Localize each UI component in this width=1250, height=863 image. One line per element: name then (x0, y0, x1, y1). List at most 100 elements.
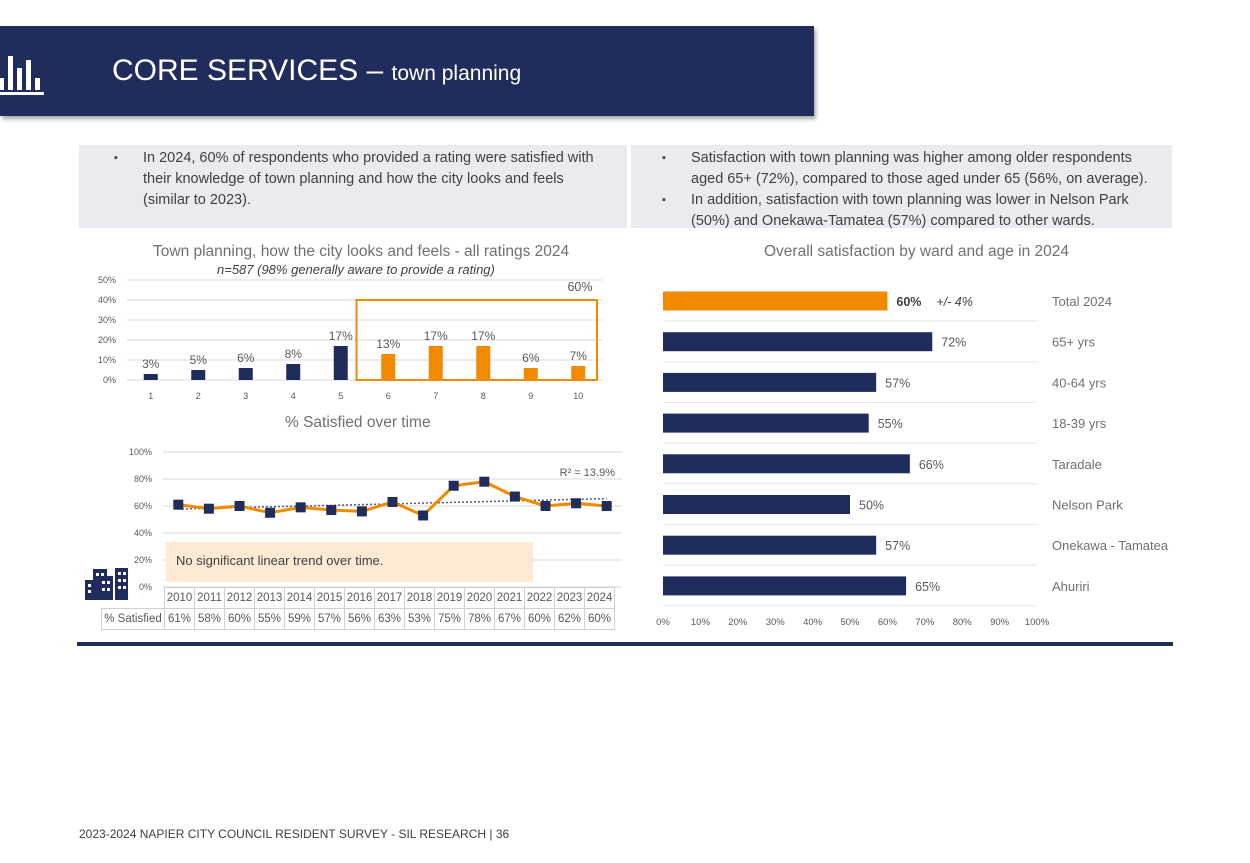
x-tick-label: 2 (196, 391, 201, 401)
y-tick-label: 30% (98, 315, 116, 325)
bar (571, 366, 586, 380)
bar (191, 370, 206, 380)
table-value-cell: 62% (554, 608, 585, 630)
bar (663, 413, 869, 433)
bullet-item: Satisfaction with town planning was high… (631, 148, 1158, 190)
data-point (601, 501, 612, 511)
bar (663, 576, 907, 596)
trend-note-text: No significant linear trend over time. (176, 553, 384, 568)
data-label: 5% (190, 353, 208, 367)
data-label: 57% (885, 376, 910, 390)
data-label: 55% (878, 417, 903, 431)
data-label: 66% (919, 458, 944, 472)
trend-chart-title: % Satisfied over time (285, 414, 431, 431)
data-point (265, 507, 276, 518)
data-label: 17% (424, 329, 448, 343)
table-value-cell: 60% (524, 608, 555, 630)
ratings-bar-chart: 0% 10% 20% 30% 40% 50% 3% 1 5% 2 6% 3 8% 4 17% 5 13% 6 17%… (98, 275, 602, 401)
data-point (418, 510, 429, 521)
bullet-item: In 2024, 60% of respondents who provided… (79, 148, 609, 211)
data-label: 65% (915, 580, 940, 594)
category-label: 65+ yrs (1052, 335, 1095, 350)
y-tick-label: 10% (98, 355, 116, 365)
data-point (540, 501, 551, 511)
ward-chart-title: Overall satisfaction by ward and age in … (764, 243, 1070, 260)
table-year-cell: 2015 (314, 587, 345, 609)
x-tick-label: 80% (953, 617, 973, 628)
table-year-cell: 2018 (404, 587, 435, 609)
x-tick-label: 1 (148, 391, 153, 401)
highlight-label: 60% (567, 280, 592, 294)
x-tick-label: 10% (691, 617, 711, 628)
bottom-rule (77, 642, 1173, 646)
y-tick-label: 50% (98, 275, 116, 285)
table-value-cell: 58% (194, 608, 225, 630)
table-value-cell: 67% (494, 608, 525, 630)
y-tick-label: 0% (139, 582, 152, 590)
data-point (234, 501, 245, 511)
y-tick-label: 40% (134, 528, 152, 538)
y-tick-label: 0% (103, 375, 116, 385)
buildings-icon (85, 568, 128, 600)
x-tick-label: 70% (915, 617, 935, 628)
x-tick-label: 90% (990, 617, 1010, 628)
bar (663, 332, 933, 352)
bar-chart-icon (0, 56, 44, 95)
table-value-cell: 55% (254, 608, 285, 630)
x-tick-label: 5 (338, 391, 343, 401)
category-label: 18-39 yrs (1052, 416, 1107, 431)
ratings-chart-title: Town planning, how the city looks and fe… (153, 243, 570, 260)
x-tick-label: 100% (1025, 617, 1050, 628)
page-title-main: CORE SERVICES – (112, 54, 384, 87)
bar (663, 291, 888, 311)
table-year-cell: 2023 (554, 587, 585, 609)
table-year-cell: 2021 (494, 587, 525, 609)
data-point (509, 491, 520, 502)
highlight-box (355, 299, 598, 381)
trend-note: No significant linear trend over time. (166, 542, 533, 582)
bar (333, 346, 348, 380)
satisfaction-table: 2010 2011 2012 2013 2014 2015 2016 2017 2018 2019… (101, 587, 615, 630)
table-year-cell: 2014 (284, 587, 315, 609)
bar (476, 346, 491, 380)
table-value-cell: 61% (164, 608, 195, 630)
table-year-cell: 2020 (464, 587, 495, 609)
trend-line-chart: 0% 20% 40% 60% 80% 100% R² = 13.9% (129, 447, 622, 590)
summary-right: Satisfaction with town planning was high… (631, 145, 1172, 229)
table-value-cell: 60% (584, 608, 615, 630)
footer-text: 2023-2024 NAPIER CITY COUNCIL RESIDENT S… (79, 827, 510, 841)
category-label: Total 2024 (1052, 294, 1112, 309)
data-point (479, 476, 490, 487)
data-point (448, 480, 459, 491)
data-label: 60% (896, 295, 921, 309)
table-corner (102, 588, 165, 609)
table-value-cell: 57% (314, 608, 345, 630)
table-value-cell: 78% (464, 608, 495, 630)
bullet-item: In addition, satisfaction with town plan… (631, 190, 1158, 232)
table-value-cell: 59% (284, 608, 315, 630)
table-year-cell: 2010 (164, 587, 195, 609)
x-tick-label: 20% (728, 617, 748, 628)
table-value-cell: 56% (344, 608, 375, 630)
table-year-cell: 2012 (224, 587, 255, 609)
y-tick-label: 40% (98, 295, 116, 305)
x-tick-label: 4 (291, 391, 296, 401)
header-banner: CORE SERVICES – town planning (0, 26, 814, 116)
category-label: Ahuriri (1052, 579, 1090, 594)
y-tick-label: 20% (134, 555, 152, 565)
x-tick-label: 3 (243, 391, 248, 401)
table-row-label: % Satisfied (101, 608, 165, 630)
x-tick-label: 10 (573, 391, 583, 401)
data-label: 17% (329, 329, 353, 343)
data-label: 3% (142, 357, 160, 371)
category-label: 40-64 yrs (1052, 375, 1107, 390)
bar (523, 368, 538, 380)
trendline (178, 497, 607, 510)
data-label: 6% (522, 351, 540, 365)
page-title-sub: town planning (391, 62, 522, 85)
table-value-cell: 53% (404, 608, 435, 630)
margin-label: +/- 4% (936, 295, 972, 309)
table-year-cell: 2016 (344, 587, 375, 609)
bar (663, 535, 877, 555)
table-year-cell: 2022 (524, 587, 555, 609)
